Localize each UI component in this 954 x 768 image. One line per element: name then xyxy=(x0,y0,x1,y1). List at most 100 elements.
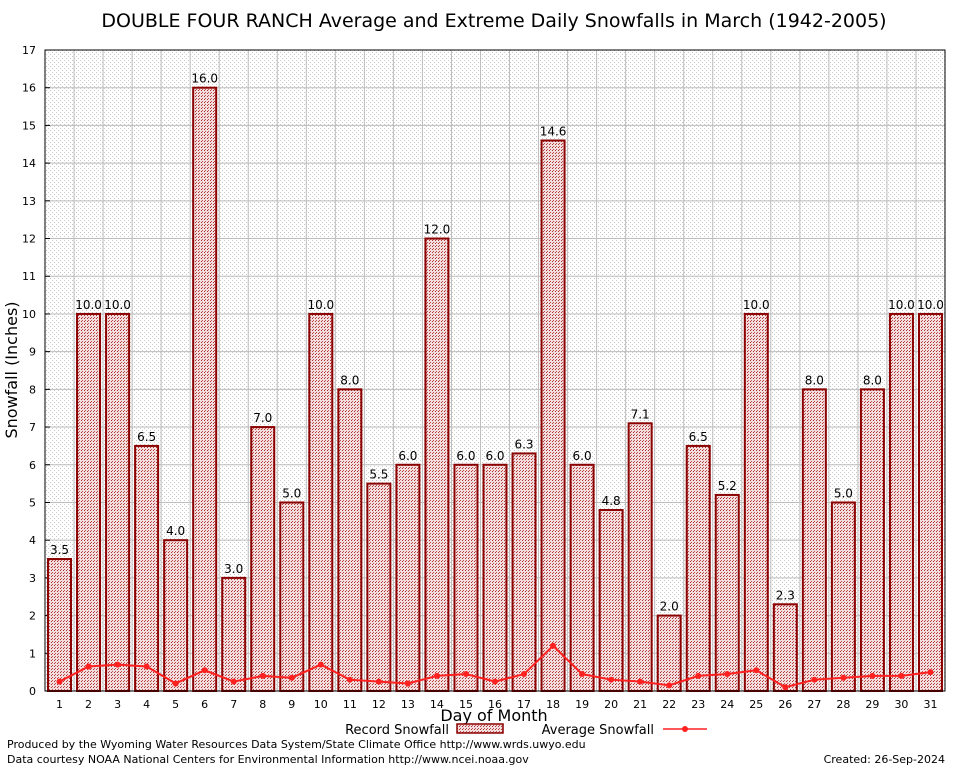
bar-day-16 xyxy=(482,463,508,692)
y-tick-label: 17 xyxy=(22,44,36,57)
x-tick-label: 27 xyxy=(807,698,821,711)
bar-day-9 xyxy=(279,501,305,692)
legend-record-swatch xyxy=(456,723,504,734)
x-tick-label: 5 xyxy=(172,698,179,711)
bar-value-label: 10.0 xyxy=(307,298,334,312)
x-tick-label: 6 xyxy=(201,698,208,711)
bar-day-18 xyxy=(540,139,566,692)
y-tick-label: 8 xyxy=(29,383,36,396)
average-point-day-20 xyxy=(608,676,615,683)
bar-value-label: 10.0 xyxy=(75,298,102,312)
average-point-day-26 xyxy=(782,684,789,691)
bar-value-label: 7.1 xyxy=(631,407,650,421)
y-tick-label: 5 xyxy=(29,496,36,509)
bar-value-label: 16.0 xyxy=(191,72,218,86)
x-tick-label: 9 xyxy=(288,698,295,711)
average-point-day-16 xyxy=(492,678,498,685)
y-tick-label: 9 xyxy=(29,346,36,359)
footer-created-date: Created: 26-Sep-2024 xyxy=(824,753,945,766)
y-tick-label: 6 xyxy=(29,459,36,472)
bar-value-label: 8.0 xyxy=(863,373,882,387)
bar-day-6 xyxy=(192,86,218,693)
bar-day-29 xyxy=(859,388,885,692)
x-tick-label: 12 xyxy=(372,698,386,711)
bar-day-14 xyxy=(424,237,450,692)
x-tick-label: 29 xyxy=(865,698,879,711)
average-point-day-9 xyxy=(288,674,295,681)
average-point-day-21 xyxy=(637,678,644,685)
y-tick-label: 11 xyxy=(22,270,36,283)
average-point-day-27 xyxy=(811,676,818,683)
x-tick-label: 19 xyxy=(575,698,589,711)
bar-value-label: 5.0 xyxy=(282,486,301,500)
bar-day-28 xyxy=(830,501,856,692)
bar-day-7 xyxy=(221,576,247,692)
y-tick-label: 10 xyxy=(22,308,36,321)
y-tick-label: 14 xyxy=(22,157,36,170)
average-point-day-30 xyxy=(898,672,905,679)
average-point-day-11 xyxy=(346,676,353,683)
bar-day-27 xyxy=(801,388,827,692)
bar-day-1 xyxy=(47,558,73,692)
y-tick-label: 2 xyxy=(29,610,36,623)
x-tick-label: 16 xyxy=(488,698,502,711)
x-tick-label: 28 xyxy=(836,698,850,711)
chart-title: DOUBLE FOUR RANCH Average and Extreme Da… xyxy=(101,10,886,32)
bar-value-label: 4.0 xyxy=(166,524,185,538)
x-tick-label: 11 xyxy=(343,698,357,711)
x-tick-label: 8 xyxy=(259,698,266,711)
y-tick-label: 12 xyxy=(22,233,36,246)
average-point-day-23 xyxy=(695,672,702,679)
x-tick-label: 2 xyxy=(85,698,92,711)
x-tick-label: 4 xyxy=(143,698,150,711)
legend-average-label: Average Snowfall xyxy=(542,723,654,738)
bar-value-label: 8.0 xyxy=(805,373,824,387)
bar-value-label: 4.8 xyxy=(602,494,621,508)
bar-value-label: 5.0 xyxy=(834,486,853,500)
x-tick-label: 24 xyxy=(720,698,734,711)
bar-day-8 xyxy=(250,426,276,692)
average-point-day-5 xyxy=(172,680,179,687)
bar-day-20 xyxy=(598,509,624,693)
average-point-day-25 xyxy=(753,667,760,674)
bar-value-label: 3.5 xyxy=(50,543,69,557)
legend: Record Snowfall Average Snowfall xyxy=(345,723,707,738)
average-point-day-1 xyxy=(56,678,63,685)
legend-average-marker xyxy=(682,726,688,732)
footer-produced-by: Produced by the Wyoming Water Resources … xyxy=(7,738,586,751)
y-tick-label: 3 xyxy=(29,572,36,585)
average-point-day-19 xyxy=(579,671,586,678)
average-point-day-13 xyxy=(404,680,411,687)
average-point-day-31 xyxy=(927,669,934,676)
bar-day-2 xyxy=(76,312,102,692)
bar-value-label: 12.0 xyxy=(424,223,451,237)
average-point-day-22 xyxy=(666,682,673,689)
bar-day-19 xyxy=(569,463,595,692)
y-axis-label: Snowfall (Inches) xyxy=(2,301,21,438)
bar-value-label: 7.0 xyxy=(253,411,272,425)
y-tick-label: 16 xyxy=(22,82,36,95)
x-tick-label: 23 xyxy=(691,698,705,711)
bar-day-31 xyxy=(917,312,943,692)
bar-value-label: 14.6 xyxy=(540,124,567,138)
x-tick-label: 21 xyxy=(633,698,647,711)
bar-value-labels: 3.510.0 10.06.54.016.03.07.05.010.08.05.5… xyxy=(50,72,944,614)
bar-day-13 xyxy=(395,463,421,692)
average-point-day-4 xyxy=(143,663,150,670)
bar-day-24 xyxy=(714,493,740,692)
y-tick-label: 1 xyxy=(29,647,36,660)
record-snowfall-bars xyxy=(47,86,943,693)
y-tick-label: 7 xyxy=(29,421,36,434)
legend-record-label: Record Snowfall xyxy=(345,723,449,738)
x-tick-label: 30 xyxy=(894,698,908,711)
bar-value-label: 10.0 xyxy=(917,298,944,312)
y-tick-label: 0 xyxy=(29,685,36,698)
footer-data-courtesy: Data courtesy NOAA National Centers for … xyxy=(7,753,529,766)
x-tick-label: 15 xyxy=(459,698,473,711)
bar-value-label: 6.0 xyxy=(485,449,504,463)
x-tick-label: 13 xyxy=(401,698,415,711)
average-point-day-7 xyxy=(230,678,237,685)
average-point-day-17 xyxy=(521,671,528,678)
